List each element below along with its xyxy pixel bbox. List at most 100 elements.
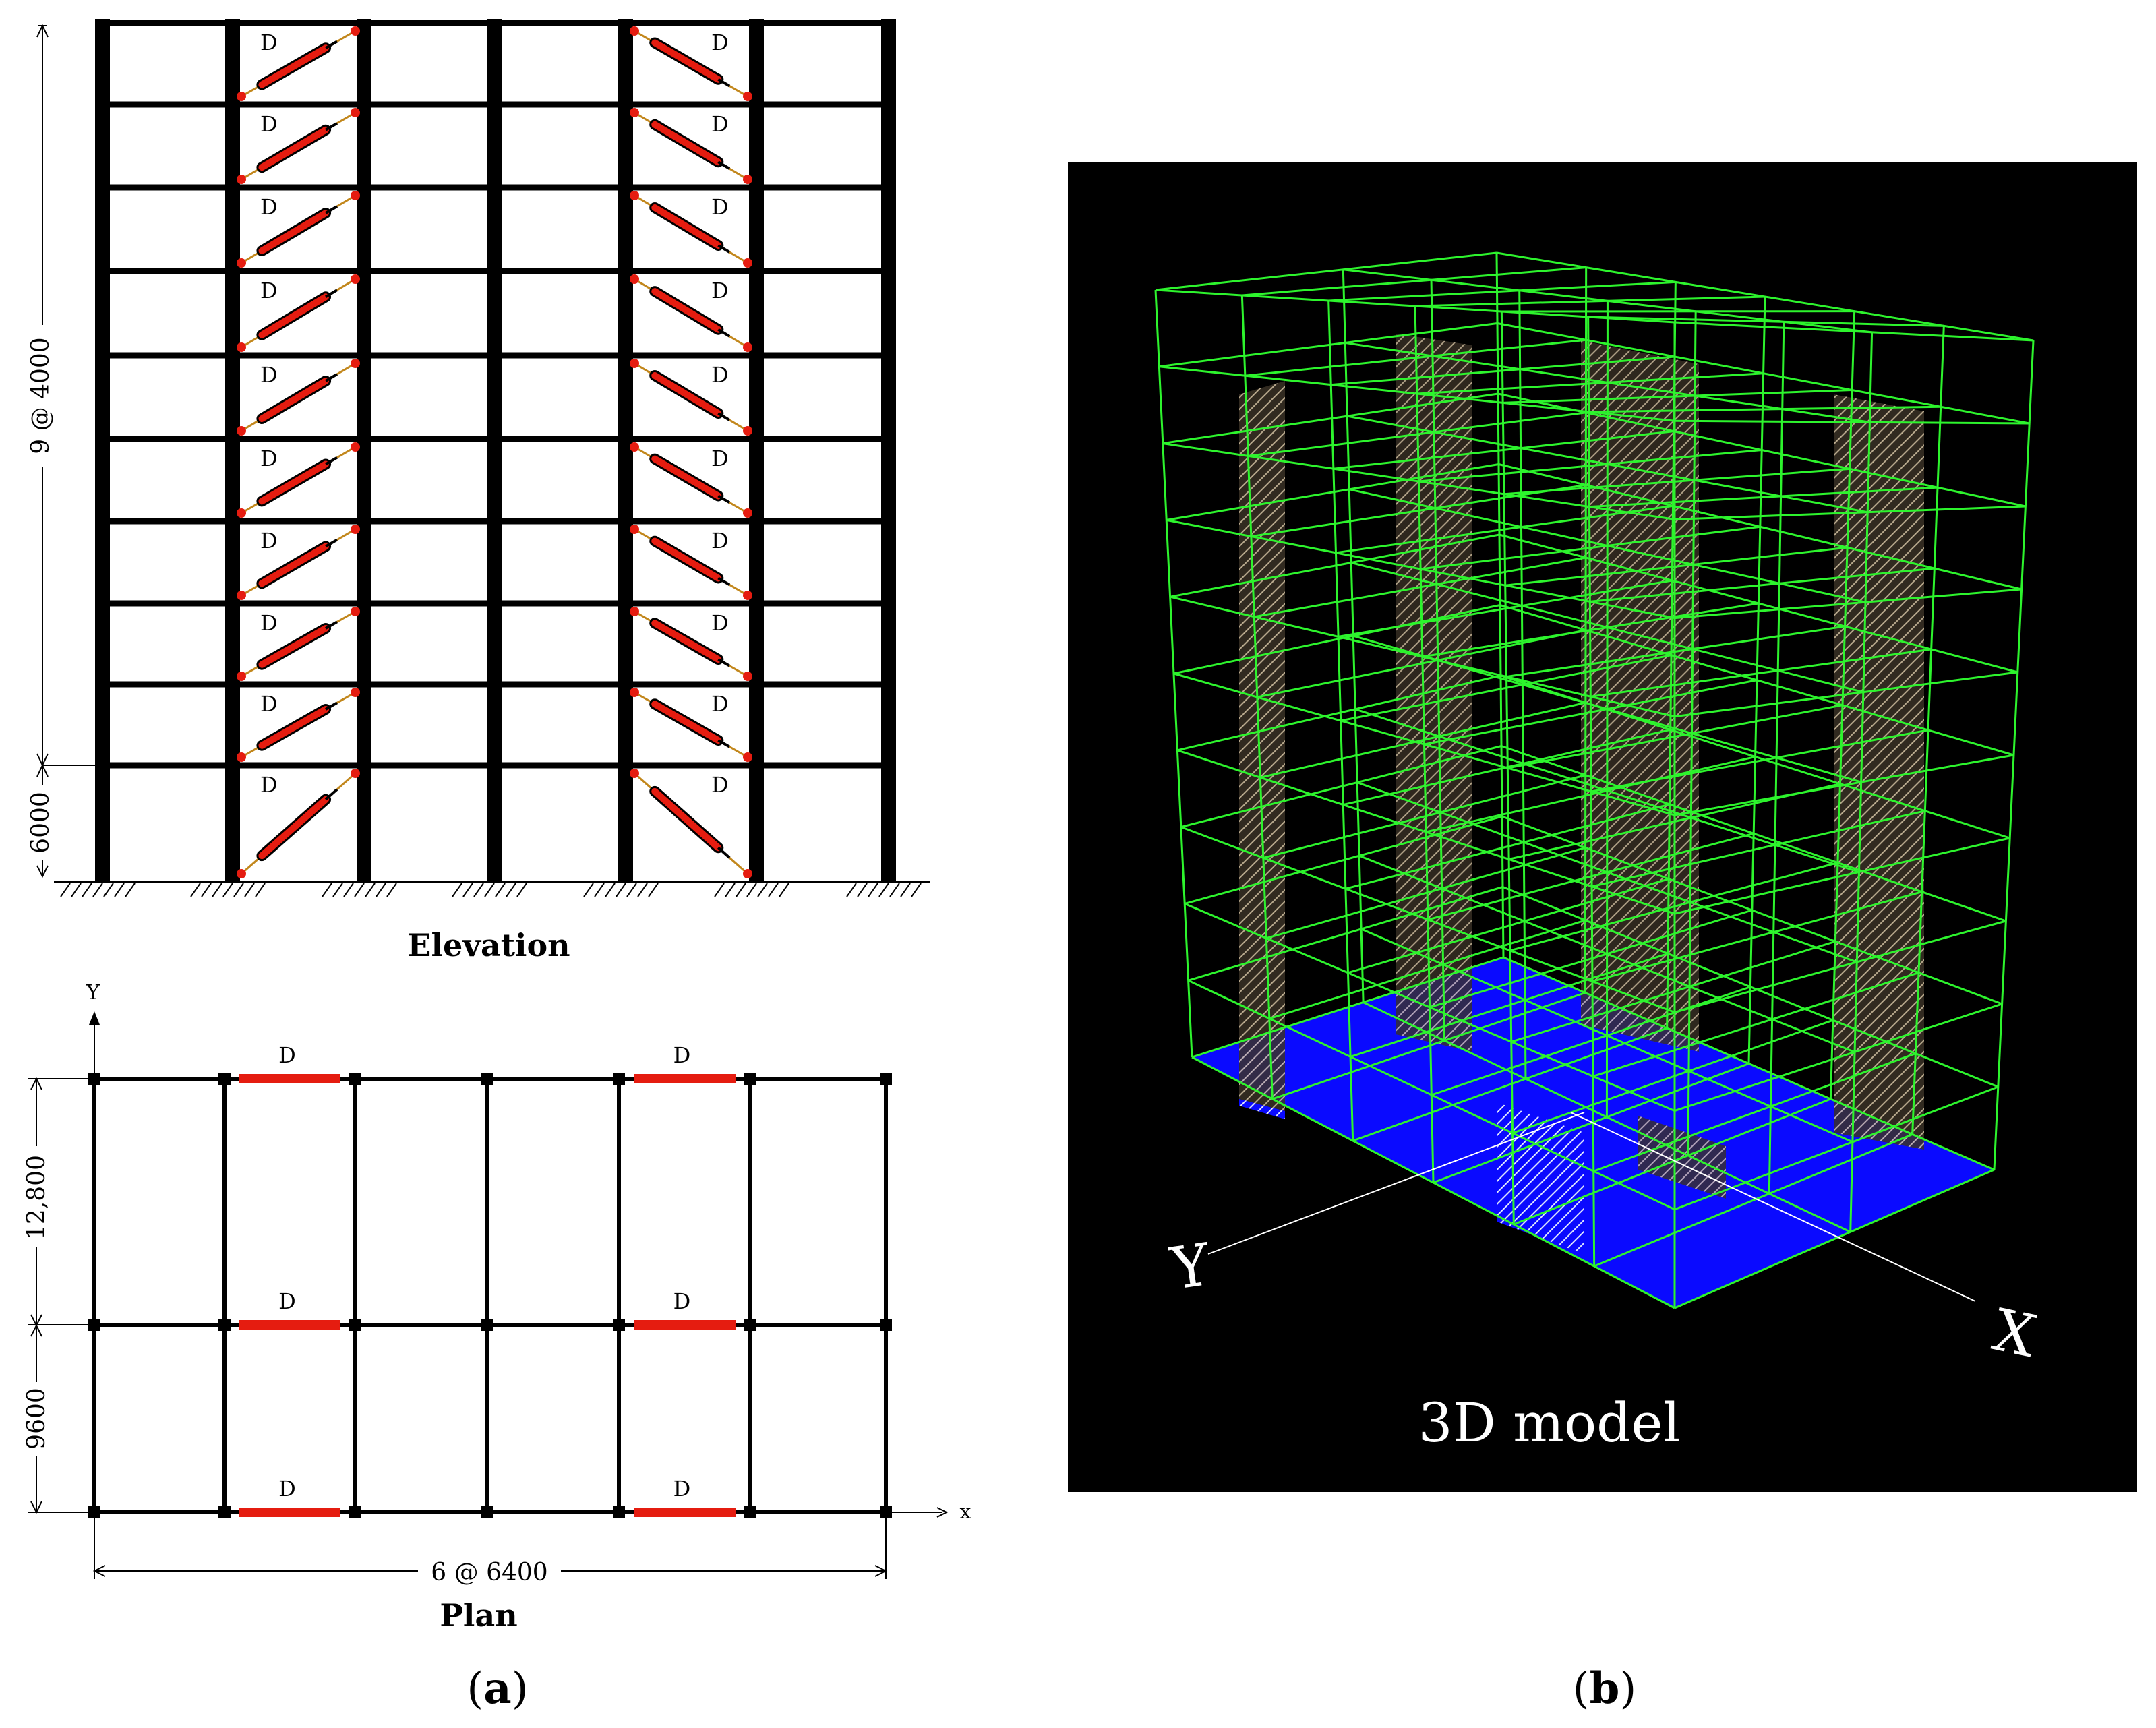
floor-grid-y: [1588, 316, 1944, 327]
ground-hatch-stroke: [846, 883, 857, 897]
damper-body: [258, 624, 330, 668]
panel-b-label: (b): [1573, 1663, 1637, 1714]
plan-node: [88, 1073, 100, 1085]
floor-grid-y: [1592, 972, 1919, 1077]
ground-hatch-stroke: [343, 883, 354, 897]
damper-pin: [630, 769, 639, 778]
floor-grid-y: [1506, 625, 1845, 678]
floor-grid-y: [1592, 891, 1923, 983]
ground-hatch-stroke: [878, 883, 889, 897]
floor-edge-back: [1155, 251, 1497, 291]
damper: D: [630, 688, 752, 762]
ground-hatch-stroke: [484, 883, 495, 897]
damper-label: D: [260, 446, 278, 471]
plan-node: [481, 1073, 493, 1085]
plan-node: [744, 1319, 756, 1331]
plan-dim-top: 12,800: [23, 1155, 51, 1240]
ground-hatch-stroke: [376, 883, 386, 897]
ground-hatch-stroke: [354, 883, 365, 897]
damper: D: [237, 108, 360, 184]
plan-node: [349, 1506, 361, 1518]
column-line-mid: [1768, 322, 1785, 1194]
floor-edge-back: [1166, 463, 1499, 521]
damper-rod: [717, 739, 731, 748]
damper-pin: [743, 869, 752, 878]
damper-rod: [324, 788, 338, 801]
column: [881, 19, 896, 882]
damper-body: [258, 126, 330, 171]
damper-pin: [237, 175, 246, 184]
panel-b-close: ): [1619, 1664, 1636, 1714]
ground-hatch-stroke: [201, 883, 212, 897]
damper-rod: [325, 40, 338, 49]
plan-node: [218, 1073, 231, 1085]
plan-grid: [92, 1077, 888, 1514]
ground-hatch-stroke: [583, 883, 594, 897]
plan-damper: D: [634, 1288, 736, 1330]
damper-body: [651, 787, 722, 852]
panel-a-open: (: [467, 1664, 483, 1714]
column-line-back: [1666, 282, 1677, 1029]
plan-damper: D: [634, 1042, 736, 1083]
ground-hatch-stroke: [473, 883, 484, 897]
ground-hatch-stroke: [60, 883, 71, 897]
plan-axis-x: x: [960, 1500, 971, 1524]
floor-edge-back: [1173, 604, 1501, 675]
ground-hatch-stroke: [71, 883, 82, 897]
floor-grid-y: [1508, 783, 1840, 860]
damper-rod: [717, 160, 731, 170]
damper-rod: [325, 538, 338, 548]
floor-grid-y: [1588, 405, 1941, 413]
damper-pin: [351, 607, 360, 616]
plan-dim-width: 6 @ 6400: [431, 1559, 547, 1586]
plan-damper: D: [239, 1476, 340, 1517]
columns: [95, 19, 896, 882]
floor-grid-y: [1505, 546, 1848, 587]
damper-pin: [743, 92, 752, 101]
floor-edge-back: [1180, 745, 1502, 829]
plan-node: [481, 1506, 493, 1518]
ground-hatch-stroke: [757, 883, 768, 897]
ground-hatch-stroke: [736, 883, 746, 897]
plan-damper: D: [239, 1288, 340, 1330]
plan-node: [218, 1506, 231, 1518]
damper: D: [237, 359, 360, 436]
ground-hatch-stroke: [516, 883, 527, 897]
damper: D: [237, 525, 360, 600]
damper: D: [630, 108, 752, 184]
column-line: [1500, 311, 1515, 1225]
ground-hatch-stroke: [779, 883, 789, 897]
floor-edge-back: [1177, 674, 1501, 752]
dim-lower-label: 6000: [27, 792, 55, 854]
ground-hatch-stroke: [506, 883, 516, 897]
damper-label: D: [260, 772, 278, 798]
ground-hatch-stroke: [452, 883, 462, 897]
floor-grid-y: [1433, 1063, 1749, 1184]
floor-edge-side: [1674, 671, 2018, 718]
damper-rod: [325, 701, 338, 711]
damper-body: [651, 372, 722, 417]
column: [487, 19, 502, 882]
ground-hatch-stroke: [637, 883, 648, 897]
floor-grid-y: [1352, 1027, 1668, 1142]
damper-label: D: [711, 362, 729, 388]
damper-rod: [325, 205, 338, 214]
floor-grid-y: [1429, 909, 1753, 1009]
damper-rod: [717, 576, 731, 587]
plan-nodes: [88, 1073, 892, 1518]
column-line-back: [1829, 311, 1856, 1100]
damper-pin: [630, 359, 639, 368]
column-line-mid: [1342, 269, 1365, 1003]
plan-node: [88, 1319, 100, 1331]
plan-node: [88, 1506, 100, 1518]
dampers: D D D D D D D D D D D D D D D D D D D D: [237, 26, 752, 878]
damper-rod: [717, 244, 731, 254]
damper-pin: [237, 508, 246, 518]
model-3d-view: Y X 3D model: [1068, 162, 2137, 1492]
damper-label: D: [260, 278, 278, 303]
column-line-mid: [1430, 280, 1446, 1041]
ground-hatch-stroke: [222, 883, 233, 897]
ground-hatch-stroke: [725, 883, 736, 897]
plan-dim-bottom: 9600: [23, 1388, 51, 1450]
damper-pin: [743, 175, 752, 184]
